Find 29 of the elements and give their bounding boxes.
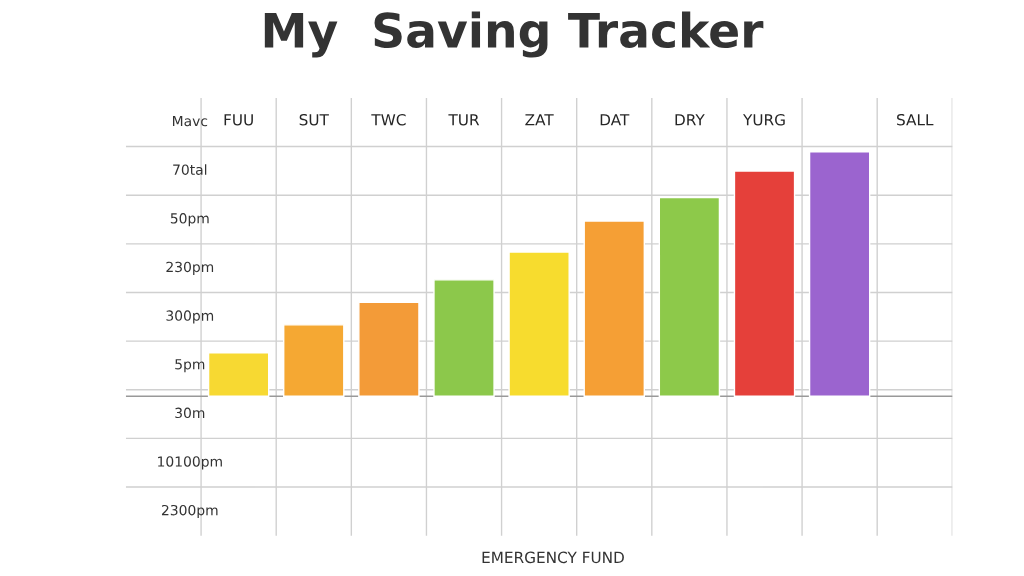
text: 10100pm <box>158 456 222 470</box>
x-tick-label: TWC <box>371 113 406 126</box>
bar <box>808 151 871 397</box>
text: Mavc <box>172 115 208 127</box>
bar <box>658 196 721 397</box>
chart-title: My Saving Tracker <box>264 11 764 58</box>
x-tick-label: YURG <box>742 113 785 126</box>
text: EMERGENCY FUND <box>482 551 624 564</box>
bar <box>508 251 570 397</box>
x-tick-label: SALL <box>897 113 934 126</box>
x-tick-label: SUT <box>299 113 329 126</box>
bar <box>433 279 495 397</box>
x-tick-label: FUU <box>224 114 253 126</box>
bar <box>283 324 345 397</box>
text: 30m <box>175 407 205 419</box>
bar <box>583 220 646 397</box>
annotation: 230pm <box>166 261 214 275</box>
bar <box>358 301 420 397</box>
annotation: 5pm <box>175 359 205 373</box>
text: 2300pm <box>161 504 218 519</box>
bar <box>207 352 270 397</box>
x-tick-label: TUR <box>448 114 480 126</box>
x-tick-label: DRY <box>675 114 705 126</box>
x-tick-label: DAT <box>600 114 630 126</box>
bar <box>733 170 796 397</box>
annotation: 300pm <box>166 310 214 324</box>
annotation: 70tal <box>173 164 207 175</box>
annotation: 50pm <box>170 213 209 227</box>
x-tick-label: ZAT <box>525 114 554 126</box>
